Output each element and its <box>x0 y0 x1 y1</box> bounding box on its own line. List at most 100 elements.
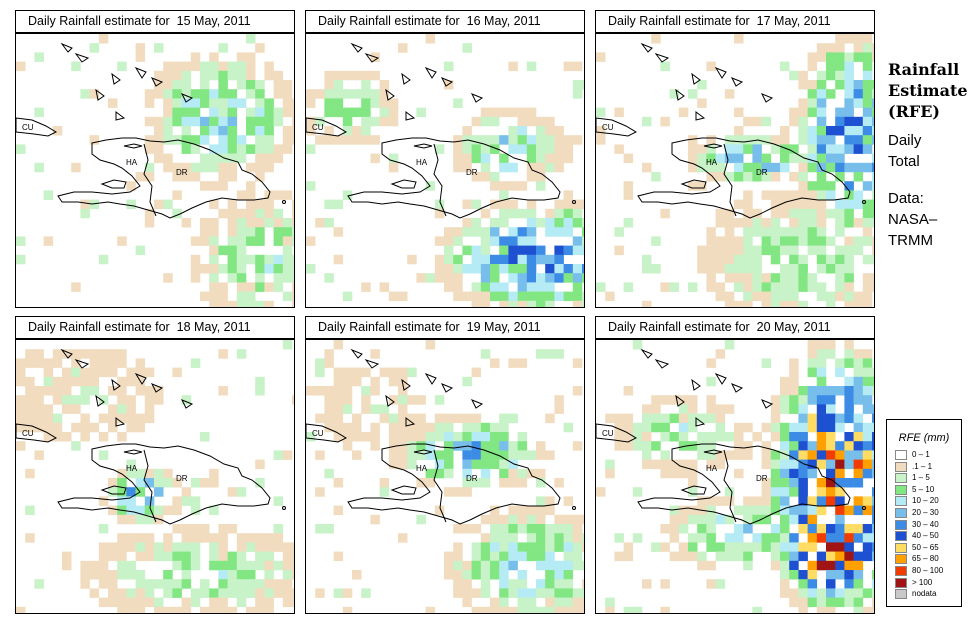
rainfall-cell <box>688 413 698 424</box>
rainfall-cell <box>453 282 463 292</box>
rainfall-cell <box>135 533 146 543</box>
map-label-haiti: HA <box>416 158 428 167</box>
rainfall-cell <box>816 181 827 191</box>
rainfall-cell <box>872 98 874 108</box>
rainfall-cell <box>554 588 564 598</box>
rainfall-cell <box>688 153 698 164</box>
rainfall-cell <box>743 208 753 219</box>
rainfall-cell <box>770 487 781 497</box>
coastline-path <box>115 417 126 427</box>
rainfall-cell <box>872 579 874 589</box>
rainfall-cell <box>34 162 44 173</box>
rainfall-cell <box>218 524 228 534</box>
rainfall-cell <box>743 144 753 154</box>
rainfall-cell <box>798 264 808 274</box>
rainfall-cell <box>642 300 652 307</box>
rainfall-cell <box>172 505 182 516</box>
rainfall-cell <box>333 478 344 488</box>
rainfall-cell <box>80 89 90 99</box>
rainfall-cell <box>462 162 472 173</box>
rainfall-cell <box>706 395 716 405</box>
rainfall-cell <box>273 579 284 589</box>
rainfall-cell <box>651 441 661 451</box>
rainfall-cell <box>706 282 716 292</box>
rainfall-cell <box>16 358 26 368</box>
rainfall-cell <box>678 432 689 442</box>
rainfall-cell <box>807 153 818 164</box>
rainfall-cell <box>752 533 762 543</box>
rainfall-cell <box>517 107 528 118</box>
rainfall-cell <box>117 404 127 414</box>
rainfall-cell <box>743 227 753 237</box>
rainfall-cell <box>816 459 827 470</box>
rainfall-cell <box>605 468 615 479</box>
rainfall-cell <box>98 542 109 552</box>
rainfall-cell <box>43 236 54 246</box>
rainfall-cell <box>508 245 518 256</box>
rainfall-cell <box>807 459 818 470</box>
rainfall-cell <box>770 395 781 405</box>
rainfall-cell <box>688 459 698 470</box>
rainfall-cell <box>853 245 864 256</box>
rainfall-cell <box>499 300 509 307</box>
rainfall-cell <box>490 432 500 442</box>
rainfall-cell <box>706 404 716 414</box>
rainfall-cell <box>227 61 238 72</box>
rainfall-cell <box>563 588 574 598</box>
coastline-path <box>714 66 727 79</box>
rainfall-cell <box>388 450 399 460</box>
rainfall-cell <box>844 98 854 108</box>
rainfall-cell <box>798 282 808 292</box>
rainfall-cell <box>517 135 528 145</box>
rainfall-cell <box>743 514 753 525</box>
rainfall-cell <box>292 107 294 118</box>
coastline-path <box>100 485 127 495</box>
rainfall-cell <box>490 291 500 302</box>
rainfall-cell <box>144 514 155 525</box>
rainfall-cell <box>416 432 426 442</box>
rainfall-cell <box>246 107 256 118</box>
rainfall-cell <box>554 533 564 543</box>
rainfall-cell <box>480 422 491 433</box>
rainfall-cell <box>370 386 380 396</box>
rainfall-cell <box>117 395 127 405</box>
rainfall-cell <box>853 386 864 396</box>
rainfall-cell <box>480 514 491 525</box>
rainfall-cell <box>379 89 390 99</box>
rainfall-cell <box>246 227 256 237</box>
rainfall-cell <box>499 245 509 256</box>
rainfall-cell <box>780 579 790 589</box>
rainfall-cell <box>526 208 537 219</box>
rainfall-cell <box>517 245 528 256</box>
rainfall-cell <box>678 505 689 516</box>
rainfall-cell <box>292 273 294 283</box>
rainfall-cell <box>236 190 247 200</box>
rainfall-cell <box>734 551 744 562</box>
rainfall-cell <box>862 208 873 219</box>
rainfall-cell <box>25 376 35 387</box>
rainfall-cell <box>508 606 518 613</box>
rainfall-cell <box>218 144 228 154</box>
rainfall-cell <box>236 52 247 62</box>
rainfall-cell <box>715 542 726 552</box>
rainfall-cell <box>508 551 518 562</box>
rainfall-cell <box>25 349 35 359</box>
rainfall-cell <box>425 606 436 613</box>
rainfall-cell <box>246 190 256 200</box>
coastline-path <box>730 77 744 87</box>
rainfall-cell <box>724 227 735 237</box>
rainfall-cell <box>255 478 265 488</box>
rainfall-cell <box>172 116 182 127</box>
rainfall-cell <box>209 61 219 72</box>
map-label-cuba: CU <box>312 123 324 132</box>
rainfall-cell <box>379 80 390 90</box>
rainfall-cell <box>743 190 753 200</box>
rainfall-cell <box>255 254 265 265</box>
legend-swatch <box>895 450 907 460</box>
rainfall-cell <box>724 144 735 154</box>
rainfall-cell <box>798 70 808 81</box>
rainfall-cell <box>678 422 689 433</box>
sidebar-subtitle-line: Total <box>888 153 920 170</box>
rainfall-cell <box>333 98 344 108</box>
rainfall-cell <box>614 245 624 256</box>
